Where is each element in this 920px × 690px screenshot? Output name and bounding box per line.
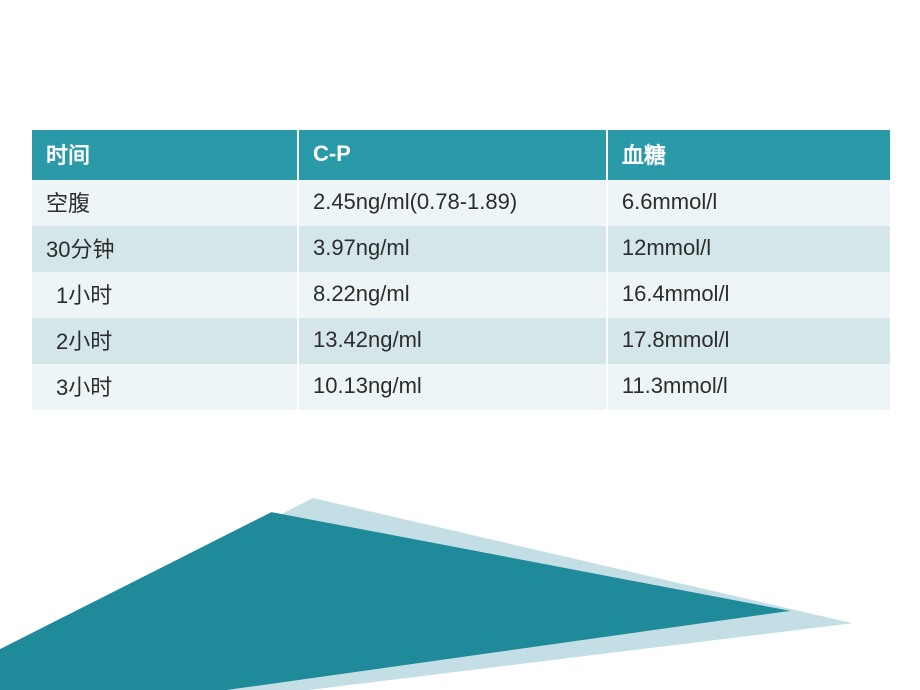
cell-sugar: 17.8mmol/l	[607, 318, 890, 364]
col-header-cp: C-P	[298, 130, 607, 180]
decoration-triangle-front	[0, 442, 790, 690]
cell-time: 30分钟	[32, 226, 298, 272]
table-row: 3小时 10.13ng/ml 11.3mmol/l	[32, 364, 890, 410]
cell-time: 3小时	[32, 364, 298, 410]
cell-cp: 2.45ng/ml(0.78-1.89)	[298, 180, 607, 226]
cell-sugar: 11.3mmol/l	[607, 364, 890, 410]
cell-cp: 3.97ng/ml	[298, 226, 607, 272]
col-header-sugar: 血糖	[607, 130, 890, 180]
col-header-time: 时间	[32, 130, 298, 180]
cell-cp: 10.13ng/ml	[298, 364, 607, 410]
table-row: 2小时 13.42ng/ml 17.8mmol/l	[32, 318, 890, 364]
cell-time: 空腹	[32, 180, 298, 226]
table-row: 30分钟 3.97ng/ml 12mmol/l	[32, 226, 890, 272]
table-row: 空腹 2.45ng/ml(0.78-1.89) 6.6mmol/l	[32, 180, 890, 226]
cell-sugar: 12mmol/l	[607, 226, 890, 272]
cell-sugar: 6.6mmol/l	[607, 180, 890, 226]
data-table-container: 时间 C-P 血糖 空腹 2.45ng/ml(0.78-1.89) 6.6mmo…	[32, 130, 890, 410]
cell-cp: 13.42ng/ml	[298, 318, 607, 364]
slide: 时间 C-P 血糖 空腹 2.45ng/ml(0.78-1.89) 6.6mmo…	[0, 0, 920, 690]
cell-time: 1小时	[32, 272, 298, 318]
cell-cp: 8.22ng/ml	[298, 272, 607, 318]
cell-time: 2小时	[32, 318, 298, 364]
table-row: 1小时 8.22ng/ml 16.4mmol/l	[32, 272, 890, 318]
cell-sugar: 16.4mmol/l	[607, 272, 890, 318]
data-table: 时间 C-P 血糖 空腹 2.45ng/ml(0.78-1.89) 6.6mmo…	[32, 130, 890, 410]
table-header-row: 时间 C-P 血糖	[32, 130, 890, 180]
